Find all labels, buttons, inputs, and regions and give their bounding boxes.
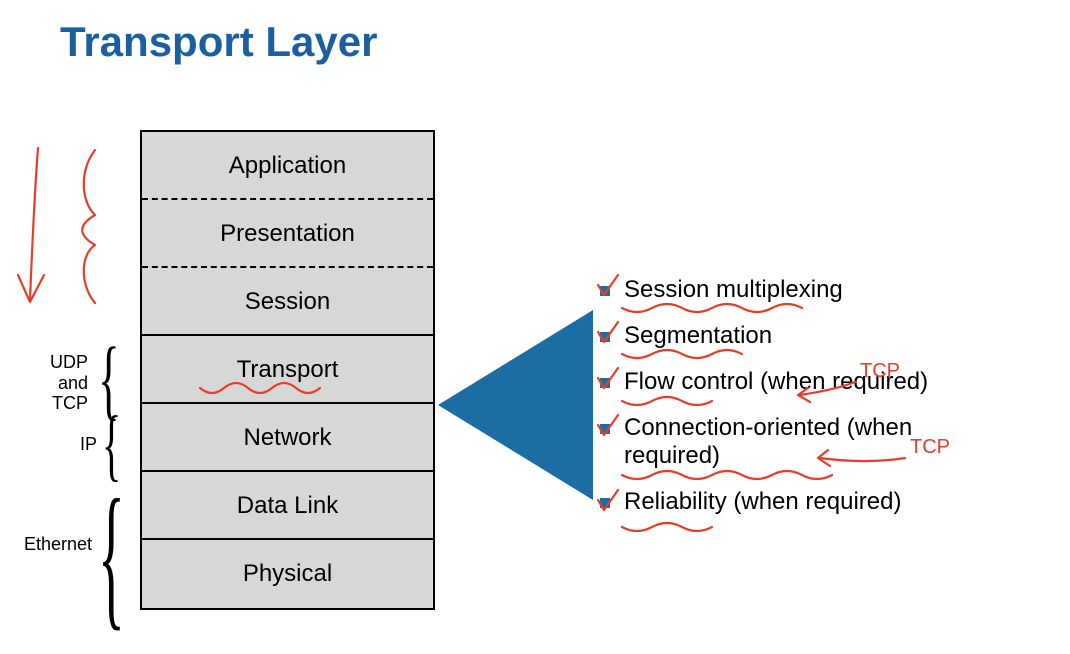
bullet-marker-icon (600, 424, 610, 434)
bullet-segmentation: Segmentation (600, 322, 928, 350)
layer-presentation: Presentation (142, 200, 433, 268)
osi-stack: Application Presentation Session Transpo… (140, 130, 435, 610)
feature-list: Session multiplexing Segmentation Flow c… (600, 276, 928, 534)
bullet-reliability: Reliability (when required) (600, 488, 928, 516)
layer-transport: Transport (142, 336, 433, 404)
layer-network: Network (142, 404, 433, 472)
bullet-text: Flow control (when required) (624, 368, 928, 396)
bullet-marker-icon (600, 332, 610, 342)
bullet-text: Connection-oriented (when required) (624, 414, 920, 470)
bullet-marker-icon (600, 378, 610, 388)
bullet-flow-control: Flow control (when required) (600, 368, 928, 396)
layer-session: Session (142, 268, 433, 336)
bullet-text: Reliability (when required) (624, 488, 901, 516)
side-label-network: IP (80, 434, 97, 455)
page-title: Transport Layer (60, 18, 377, 66)
layer-datalink: Data Link (142, 472, 433, 540)
bullet-marker-icon (600, 286, 610, 296)
callout-arrow (438, 310, 593, 500)
bullet-marker-icon (600, 498, 610, 508)
brace-ethernet: { (98, 475, 125, 635)
layer-physical: Physical (142, 540, 433, 608)
bullet-text: Session multiplexing (624, 276, 843, 304)
bullet-connection-oriented: Connection-oriented (when required) (600, 414, 920, 470)
side-label-ethernet: Ethernet (24, 534, 92, 555)
bullet-session-multiplexing: Session multiplexing (600, 276, 928, 304)
layer-application: Application (142, 132, 433, 200)
side-label-transport: UDP and TCP (50, 352, 88, 414)
bullet-text: Segmentation (624, 322, 772, 350)
